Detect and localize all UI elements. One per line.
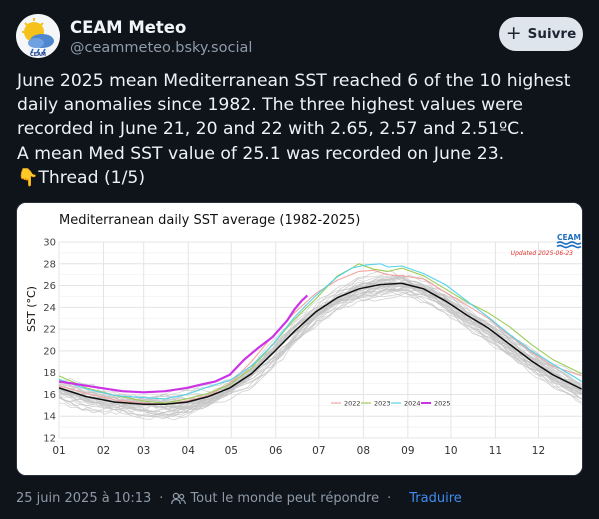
y-tick-label: 26 (43, 281, 56, 292)
chart-title: Mediterranean daily SST average (1982-20… (59, 213, 360, 228)
post-text-line: 👇Thread (1/5) (17, 167, 146, 188)
svg-text:CEAM: CEAM (30, 52, 46, 58)
series-line-2025 (58, 294, 309, 394)
x-tick-label: 07 (312, 445, 325, 457)
updated-label: Updated 2025-06-23 (511, 250, 573, 257)
x-tick-label: 05 (225, 445, 238, 457)
follow-button[interactable]: + Suivre (499, 17, 583, 51)
separator: · (387, 491, 392, 506)
post-text-line: A mean Med SST value of 25.1 was recorde… (17, 143, 505, 164)
post-text: June 2025 mean Mediterranean SST reached… (17, 69, 587, 190)
separator: · (159, 491, 164, 506)
y-tick-label: 20 (43, 346, 56, 357)
y-tick-label: 16 (43, 390, 56, 401)
x-tick-label: 06 (269, 445, 283, 457)
x-tick-label: 01 (52, 445, 65, 457)
legend-label: 2024 (404, 400, 421, 408)
reply-setting-label: Tout le monde peut répondre (190, 491, 380, 506)
post-text-line: June 2025 mean Mediterranean SST reached… (17, 71, 571, 91)
plus-icon: + (505, 21, 522, 44)
translate-link[interactable]: Traduire (409, 491, 462, 506)
post-timestamp[interactable]: 25 juin 2025 à 10:13 (16, 491, 152, 506)
historic-year-line (58, 285, 582, 420)
chart-legend: 2022 2023 2024 2025 (331, 400, 451, 408)
post-footer: 25 juin 2025 à 10:13 · Tout le monde peu… (16, 491, 462, 506)
x-tick-label: 08 (357, 445, 370, 457)
y-tick-label: 18 (43, 368, 56, 379)
ceam-logo-text: CEAM (557, 233, 581, 242)
logo-wave-icon (556, 241, 582, 245)
post-header: CEAM CEAM Meteo @ceammeteo.bsky.social +… (16, 14, 583, 60)
embedded-image[interactable]: 12 14 16 18 20 22 24 26 28 30 01 02 03 04 05 06 07 08 09 1… (16, 202, 583, 476)
x-tick-label: 09 (401, 445, 414, 457)
x-tick-label: 04 (182, 445, 196, 457)
x-tick-label: 03 (137, 445, 150, 457)
historic-year-line (58, 291, 582, 421)
historic-year-line (58, 284, 582, 417)
legend-label: 2022 (344, 400, 361, 408)
ceam-logo: CEAM (556, 233, 582, 249)
y-tick-label: 12 (43, 434, 56, 445)
mean-series-line (58, 282, 582, 405)
y-tick-label: 22 (43, 325, 56, 336)
y-tick-label: 28 (43, 259, 56, 270)
people-icon (171, 492, 187, 505)
legend-label: 2023 (374, 400, 391, 408)
ceam-sun-cloud-icon: CEAM (16, 14, 60, 58)
year-series-group (58, 263, 582, 405)
y-tick-label: 24 (43, 303, 56, 314)
series-line-2024 (58, 263, 582, 400)
y-tick-label: 14 (43, 412, 56, 423)
x-axis-ticks: 01 02 03 04 05 06 07 08 09 10 11 12 (52, 445, 545, 457)
x-tick-label: 10 (444, 445, 457, 457)
author-name[interactable]: CEAM Meteo (70, 18, 187, 37)
x-tick-label: 12 (532, 445, 545, 457)
avatar[interactable]: CEAM (16, 14, 60, 58)
reply-setting: Tout le monde peut répondre (171, 491, 379, 506)
follow-button-label: Suivre (527, 26, 577, 42)
y-tick-label: 30 (43, 238, 56, 249)
y-axis-label: SST (°C) (25, 286, 38, 332)
logo-wave-icon (556, 244, 582, 249)
x-tick-label: 11 (489, 445, 502, 457)
post-text-line: daily anomalies since 1982. The three hi… (17, 95, 523, 116)
historic-year-line (58, 282, 582, 418)
author-handle[interactable]: @ceammeteo.bsky.social (70, 40, 253, 56)
y-axis-ticks: 12 14 16 18 20 22 24 26 28 30 (43, 238, 56, 445)
x-tick-label: 02 (97, 445, 110, 457)
legend-label: 2025 (434, 400, 451, 408)
post-text-line: recorded in June 21, 20 and 22 with 2.65… (17, 119, 525, 140)
historic-series-group (58, 269, 582, 421)
historic-year-line (58, 282, 582, 410)
